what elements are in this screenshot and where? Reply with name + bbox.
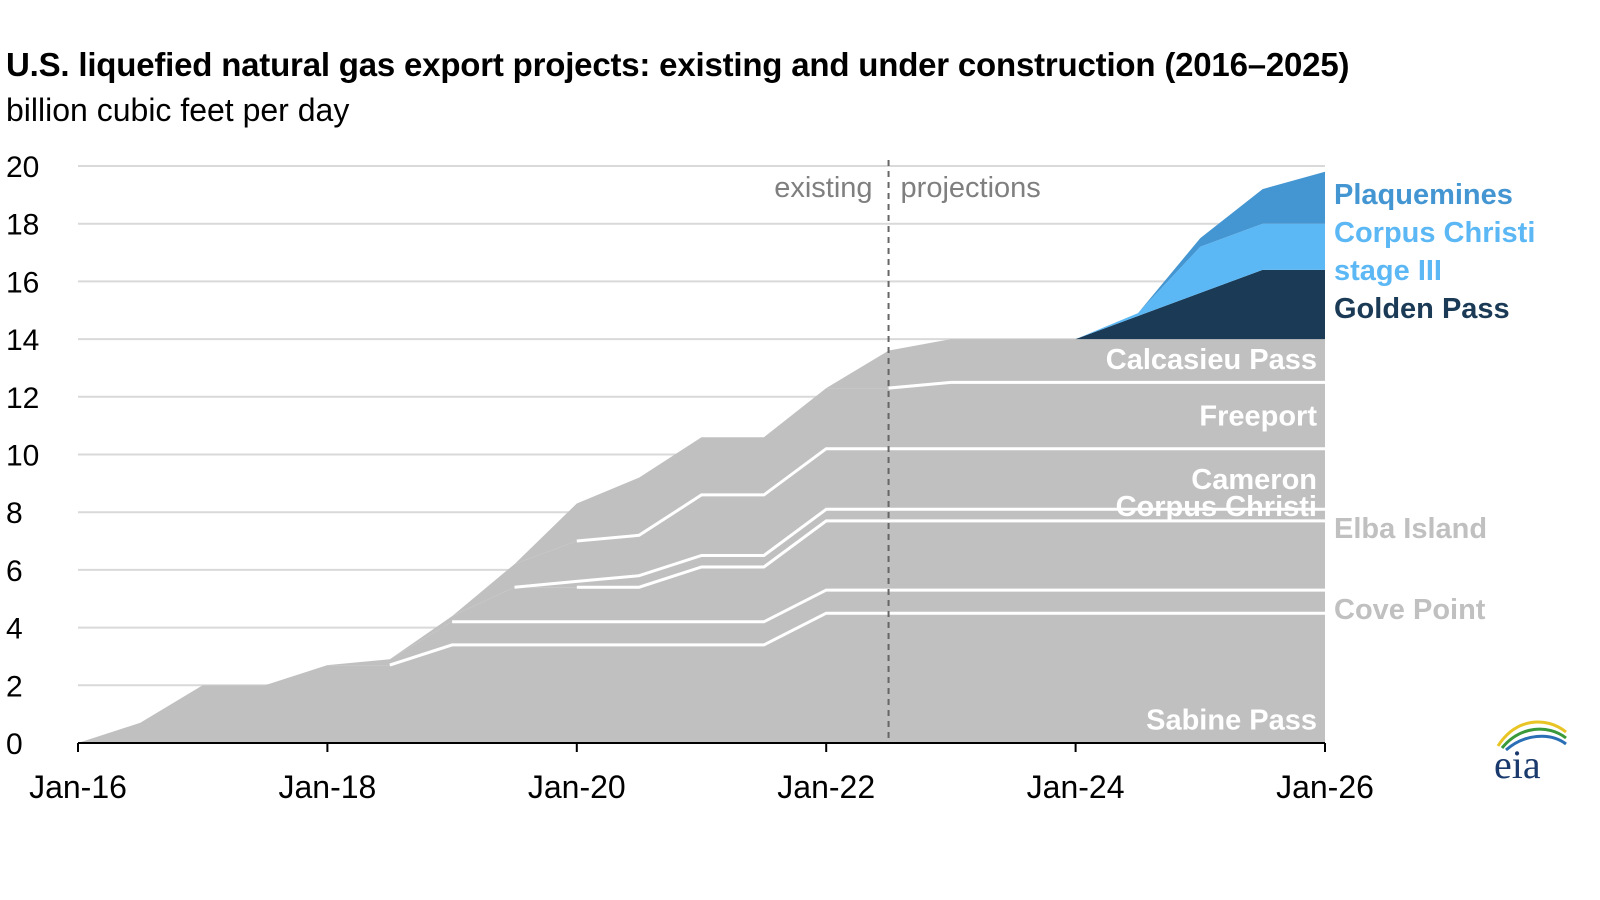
series-separator-line (576, 519, 1325, 589)
area-freeport (78, 382, 1325, 743)
series-separator-line (888, 380, 1325, 390)
label-cameron: Cameron (1191, 464, 1317, 496)
y-tick-label: 8 (6, 497, 23, 530)
y-tick-label: 4 (6, 613, 23, 646)
x-tick-label: Jan-20 (528, 769, 626, 805)
eia-logo-text: eia (1494, 742, 1541, 782)
label-layer: Sabine Pass Cove Point Corpus Christi Elba … (1106, 179, 1536, 737)
label-golden-pass: Golden Pass (1334, 293, 1510, 325)
label-freeport: Freeport (1199, 401, 1317, 433)
y-tick-label: 0 (6, 728, 23, 761)
x-tick-label: Jan-26 (1276, 769, 1374, 805)
x-tick-label: Jan-22 (777, 769, 875, 805)
area-corpus-christi-stage-iii (78, 223, 1325, 743)
x-tick-label: Jan-16 (29, 769, 127, 805)
label-corpus-christi: Corpus Christi (1116, 491, 1317, 523)
y-tick-label: 18 (6, 209, 39, 242)
area-cove-point (78, 590, 1325, 743)
label-plaquemines: Plaquemines (1334, 179, 1513, 211)
area-golden-pass (78, 269, 1325, 743)
label-corpus-christi-stage-iii-line-2: stage III (1334, 255, 1442, 287)
area-calcasieu-pass (78, 339, 1325, 743)
label-elba-island: Elba Island (1334, 513, 1487, 545)
chart-subtitle: billion cubic feet per day (6, 92, 350, 128)
projections-label: projections (901, 172, 1041, 204)
eia-logo: eia (1494, 720, 1567, 782)
label-sabine-pass: Sabine Pass (1146, 705, 1317, 737)
label-calcasieu-pass: Calcasieu Pass (1106, 344, 1317, 376)
series-separator-line (576, 447, 1325, 543)
y-tick-label: 16 (6, 266, 39, 299)
x-tick-label: Jan-24 (1027, 769, 1125, 805)
y-tick-label: 20 (6, 151, 39, 184)
chart-title: U.S. liquefied natural gas export projec… (6, 46, 1350, 83)
series-separator-line (389, 611, 1325, 667)
label-corpus-christi-stage-iii-line-1: Corpus Christi (1334, 217, 1535, 249)
axis-layer: 0 2 4 6 8 10 12 14 16 18 20 existing projections Jan-… (6, 151, 1374, 805)
area-corpus-christi (78, 520, 1325, 743)
area-sabine-pass (78, 613, 1325, 743)
y-tick-label: 14 (6, 324, 39, 357)
y-tick-label: 10 (6, 440, 39, 473)
area-cameron (78, 448, 1325, 743)
area-layer (78, 171, 1325, 744)
y-tick-label: 2 (6, 670, 23, 703)
label-cove-point: Cove Point (1334, 594, 1486, 626)
existing-label: existing (774, 172, 872, 204)
series-separator-line (514, 507, 1325, 589)
x-tick-label: Jan-18 (278, 769, 376, 805)
y-tick-label: 12 (6, 382, 39, 415)
y-tick-label: 6 (6, 555, 23, 588)
